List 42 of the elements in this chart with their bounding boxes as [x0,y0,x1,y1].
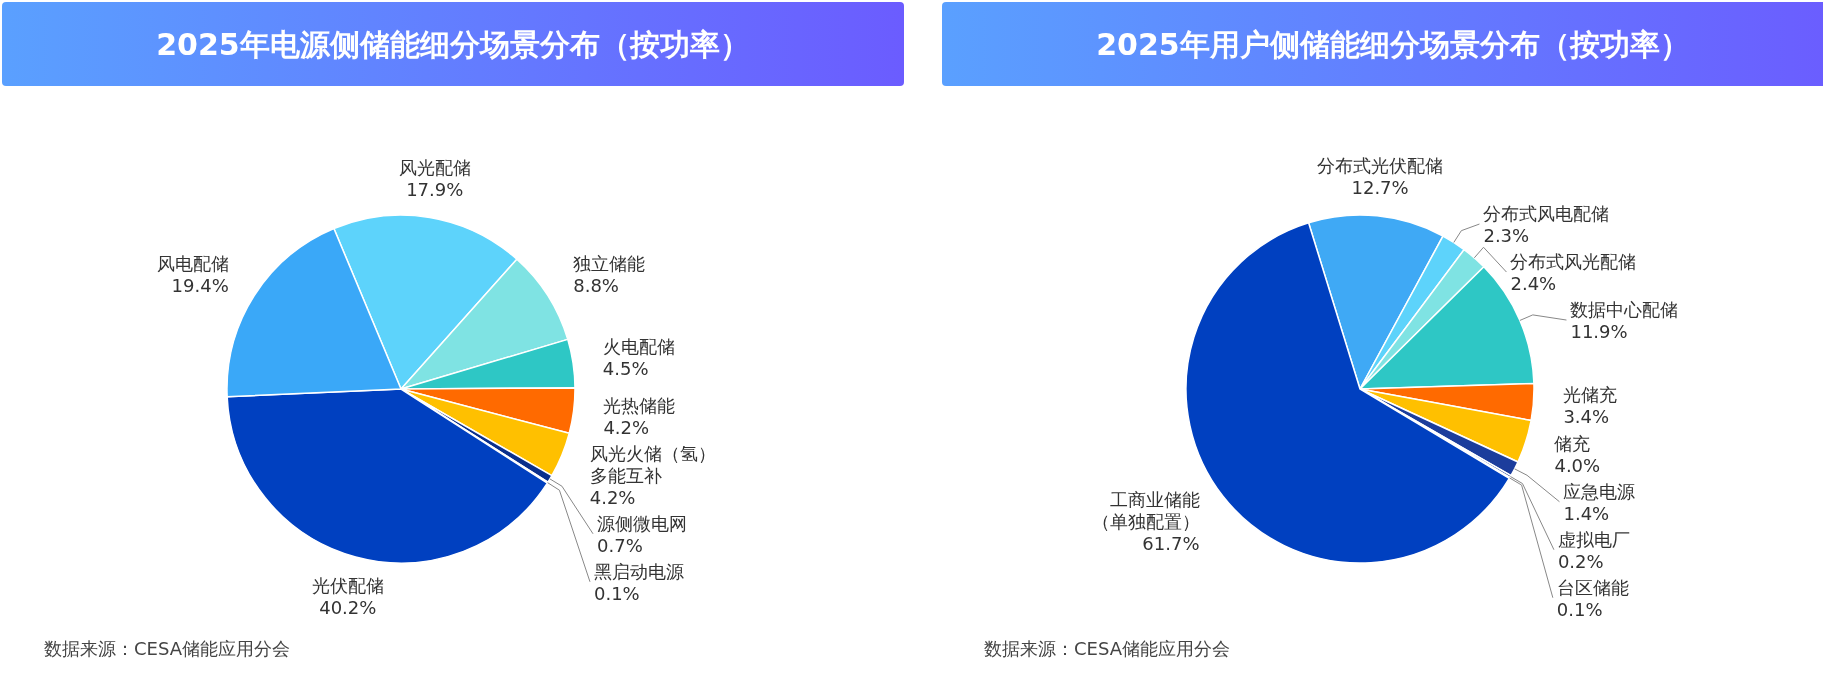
data-label: 4.5% [602,358,649,380]
slice-label: 火电配储 [602,336,675,358]
slice-label: 风电配储 [156,253,229,275]
data-label: 3.4% [1563,406,1610,428]
data-label: 19.4% [171,275,229,297]
chart-title: 2025年用户侧储能细分场景分布（按功率） [1096,27,1690,62]
data-label: 4.2% [603,416,650,438]
slice-label: 光伏配储 [311,574,384,596]
slice-label: 风光配储 [398,156,471,178]
slice-label: 黑启动电源 [593,560,684,582]
slice-label: 应急电源 [1563,480,1636,502]
slice-label: 工商业储能（单独配置） [1091,489,1200,533]
slice-label: 光热储能 [603,394,676,416]
data-label: 61.7% [1142,533,1200,555]
data-label: 4.2% [589,486,636,508]
data-label: 0.1% [1556,598,1603,620]
data-label: 12.7% [1351,177,1409,199]
source-note: 数据来源：CESA储能应用分会 [984,638,1231,659]
slice-label: 数据中心配储 [1570,299,1679,321]
slice-label: 风光火储（氢）多能互补 [589,442,716,486]
slice-label: 源侧微电网 [597,512,688,534]
slice-label: 光储充 [1563,384,1618,406]
slice-label: 分布式风电配储 [1483,203,1610,225]
data-label: 0.1% [593,582,640,604]
data-label: 8.8% [573,275,619,297]
slice-label: 储充 [1554,432,1591,454]
data-label: 1.4% [1563,502,1610,524]
slice-label: 分布式光伏配储 [1317,155,1444,177]
data-label: 2.3% [1483,225,1530,247]
slice-label: 虚拟电厂 [1557,528,1630,550]
data-label: 4.0% [1554,454,1601,476]
data-label: 0.2% [1557,550,1604,572]
data-label: 0.7% [597,534,643,556]
chart-title: 2025年电源侧储能细分场景分布（按功率） [156,27,750,62]
slice-label: 独立储能 [573,253,646,275]
source-note: 数据来源：CESA储能应用分会 [44,638,291,659]
data-label: 11.9% [1570,321,1628,343]
slice-label: 台区储能 [1556,576,1629,598]
data-label: 2.4% [1510,273,1557,295]
slice-label: 分布式风光配储 [1510,251,1637,273]
data-label: 40.2% [319,596,377,618]
data-label: 17.9% [406,178,464,200]
